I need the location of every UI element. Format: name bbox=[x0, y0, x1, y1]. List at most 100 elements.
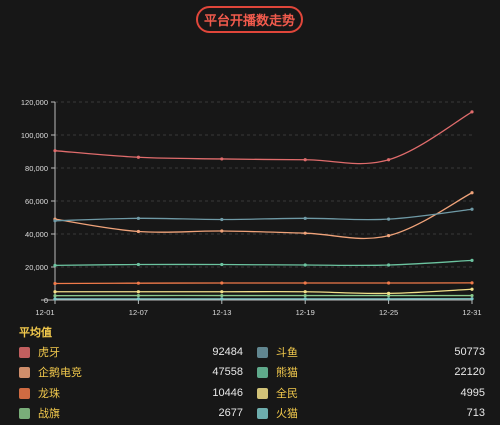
data-point bbox=[470, 293, 474, 298]
legend-series-average: 47558 bbox=[212, 366, 243, 378]
y-tick-label: 40,000 bbox=[25, 230, 48, 239]
line-chart: 020,00040,00060,00080,000100,000120,0001… bbox=[21, 98, 482, 317]
legend-title: 平均值 bbox=[19, 327, 52, 339]
series-line-企鹅电竞 bbox=[54, 192, 473, 240]
data-point bbox=[136, 293, 140, 298]
legend-item[interactable]: 企鹅电竞 47558 bbox=[19, 362, 243, 382]
y-tick-label: 80,000 bbox=[25, 164, 48, 173]
data-point bbox=[387, 158, 391, 162]
data-point bbox=[470, 191, 474, 195]
data-point bbox=[387, 291, 391, 295]
series-line-龙珠 bbox=[54, 282, 473, 285]
data-point bbox=[53, 149, 57, 153]
legend-series-average: 2677 bbox=[218, 407, 243, 419]
y-tick-label: 60,000 bbox=[25, 197, 48, 206]
chart-title-text: 平台开播数走势 bbox=[203, 13, 295, 28]
legend-series-name: 斗鱼 bbox=[276, 347, 298, 359]
x-tick-label: 12-07 bbox=[129, 308, 148, 317]
legend-swatch bbox=[19, 387, 30, 399]
legend-swatch bbox=[257, 407, 268, 419]
series-line-熊猫 bbox=[54, 259, 473, 267]
legend-item[interactable]: 全民 4995 bbox=[257, 383, 485, 403]
data-point bbox=[53, 219, 57, 223]
data-point bbox=[136, 229, 140, 234]
data-point bbox=[303, 290, 307, 294]
legend-item[interactable]: 虎牙 92484 bbox=[19, 342, 243, 362]
x-tick-label: 12-25 bbox=[379, 308, 398, 317]
data-point bbox=[387, 281, 391, 285]
legend-item[interactable]: 龙珠 10446 bbox=[19, 383, 243, 403]
legend-item[interactable]: 战旗 2677 bbox=[19, 403, 243, 423]
legend-swatch bbox=[19, 346, 30, 358]
series-line-斗鱼 bbox=[54, 208, 473, 222]
legend-series-average: 10446 bbox=[212, 387, 243, 399]
data-point bbox=[53, 281, 57, 286]
x-tick-label: 12-01 bbox=[35, 308, 54, 317]
data-point bbox=[303, 216, 307, 220]
data-point bbox=[387, 217, 391, 221]
data-point bbox=[303, 263, 307, 267]
series-line-虎牙 bbox=[54, 111, 473, 165]
y-tick-label: 100,000 bbox=[21, 131, 48, 140]
legend-swatch bbox=[257, 366, 268, 378]
data-point bbox=[470, 258, 474, 262]
legend-series-name: 龙珠 bbox=[38, 388, 60, 400]
data-point bbox=[220, 297, 224, 301]
x-tick-label: 12-19 bbox=[296, 308, 315, 317]
legend-item[interactable]: 熊猫 22120 bbox=[257, 362, 485, 382]
legend-swatch bbox=[257, 346, 268, 358]
x-tick-label: 12-13 bbox=[212, 308, 231, 317]
data-point bbox=[136, 281, 140, 285]
data-point bbox=[136, 290, 140, 294]
data-point bbox=[53, 290, 57, 294]
y-tick-label: 120,000 bbox=[21, 98, 48, 107]
data-point bbox=[53, 294, 57, 298]
data-point bbox=[220, 281, 224, 285]
series-line-全民 bbox=[55, 288, 473, 295]
data-point bbox=[303, 281, 307, 285]
legend-series-name: 全民 bbox=[276, 388, 298, 400]
data-point bbox=[136, 216, 140, 220]
data-point bbox=[387, 234, 391, 238]
data-point bbox=[220, 290, 224, 294]
legend-series-average: 22120 bbox=[454, 366, 485, 378]
legend-swatch bbox=[19, 407, 30, 419]
data-point bbox=[303, 158, 307, 162]
data-point bbox=[220, 217, 224, 222]
data-point bbox=[136, 155, 140, 159]
data-point bbox=[220, 157, 224, 161]
data-point bbox=[136, 297, 140, 301]
data-point bbox=[303, 293, 307, 298]
x-tick-label: 12-31 bbox=[462, 308, 481, 317]
data-point bbox=[470, 287, 474, 291]
legend-series-average: 4995 bbox=[460, 387, 485, 399]
data-point bbox=[387, 263, 391, 267]
legend-item[interactable]: 斗鱼 50773 bbox=[257, 342, 485, 362]
data-point bbox=[53, 297, 57, 301]
legend-series-name: 火猫 bbox=[276, 408, 298, 420]
data-point bbox=[136, 262, 140, 267]
data-point bbox=[470, 297, 474, 301]
legend-series-name: 熊猫 bbox=[276, 367, 298, 379]
legend-swatch bbox=[19, 366, 30, 378]
data-point bbox=[470, 207, 474, 211]
y-tick-label: 20,000 bbox=[25, 263, 48, 272]
data-point bbox=[53, 263, 57, 267]
legend-series-name: 企鹅电竞 bbox=[38, 367, 82, 379]
legend-series-average: 92484 bbox=[212, 346, 243, 358]
legend-series-average: 50773 bbox=[454, 346, 485, 358]
legend-series-average: 713 bbox=[466, 407, 485, 419]
data-point bbox=[303, 231, 307, 235]
legend-swatch bbox=[257, 387, 268, 399]
legend-series-name: 虎牙 bbox=[38, 347, 60, 359]
data-point bbox=[470, 281, 474, 285]
data-point bbox=[387, 297, 391, 301]
data-point bbox=[303, 297, 307, 301]
data-point bbox=[470, 110, 474, 114]
data-point bbox=[220, 262, 224, 267]
chart-title-button[interactable]: 平台开播数走势 bbox=[196, 6, 303, 33]
data-point bbox=[220, 293, 224, 298]
legend-series-name: 战旗 bbox=[38, 408, 60, 420]
legend-item[interactable]: 火猫 713 bbox=[257, 403, 485, 423]
data-point bbox=[220, 229, 224, 233]
